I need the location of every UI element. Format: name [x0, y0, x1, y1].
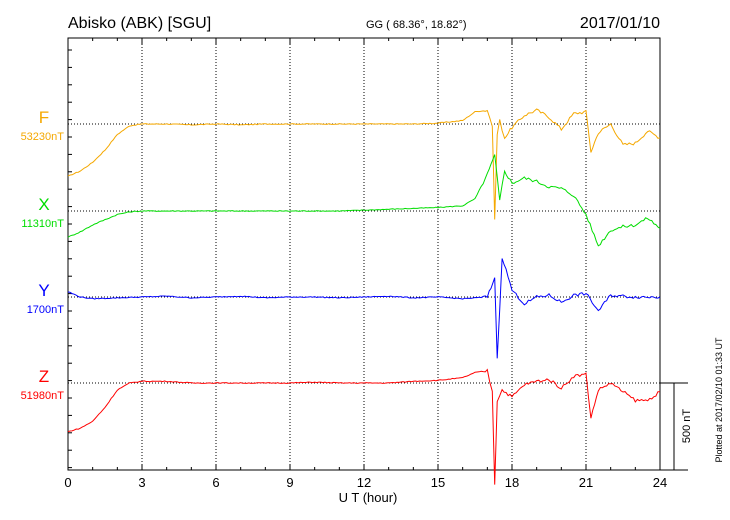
scale-bar-label: 500 nT	[681, 409, 693, 444]
x-tick-label: 9	[286, 475, 293, 490]
x-tick-label: 3	[138, 475, 145, 490]
series-name-x: X	[38, 195, 49, 214]
axis-ticks: 0 3 6 9 12 15 18 21 24	[64, 38, 667, 490]
x-tick-label: 12	[357, 475, 371, 490]
x-tick-label: 0	[64, 475, 71, 490]
x-tick-label: 21	[579, 475, 593, 490]
series-labels: F 53230nT X 11310nT Y 1700nT Z 51980nT	[21, 108, 65, 402]
x-axis-label: U T (hour)	[339, 490, 398, 505]
series-baseline-z: 51980nT	[21, 390, 65, 402]
series-name-z: Z	[39, 367, 49, 386]
x-tick-label: 24	[653, 475, 667, 490]
date-label: 2017/01/10	[580, 15, 660, 32]
x-tick-label: 15	[431, 475, 445, 490]
series-line-x	[67, 154, 661, 247]
scale-bar	[660, 382, 688, 471]
x-tick-label: 6	[212, 475, 219, 490]
station-title: Abisko (ABK) [SGU]	[68, 15, 211, 32]
series-baseline-y: 1700nT	[27, 304, 65, 316]
series-baseline-f: 53230nT	[21, 131, 65, 143]
series-line-y	[67, 258, 661, 359]
series-name-y: Y	[38, 281, 49, 300]
coordinates-label: GG ( 68.36°, 18.82°)	[366, 19, 467, 31]
series-baseline-x: 11310nT	[21, 218, 64, 230]
series-line-f	[67, 108, 661, 220]
series-group	[67, 108, 661, 485]
grid-lines	[68, 38, 660, 470]
plotted-at-note: Plotted at 2017/02/10 01:33 UT	[714, 337, 724, 463]
series-name-f: F	[39, 108, 49, 127]
series-line-z	[67, 368, 660, 485]
x-tick-label: 18	[505, 475, 519, 490]
